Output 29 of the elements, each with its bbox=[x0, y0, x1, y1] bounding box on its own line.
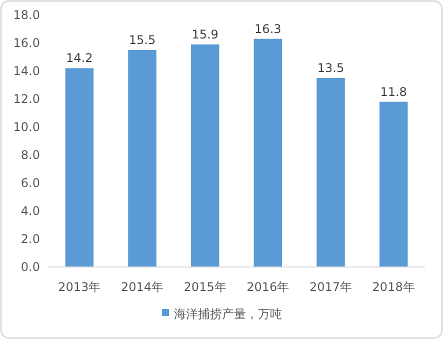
bar bbox=[316, 78, 345, 267]
legend-label: 海洋捕捞产量，万吨 bbox=[174, 307, 282, 321]
x-tick-label: 2016年 bbox=[246, 280, 290, 294]
y-tick-label: 2.0 bbox=[20, 232, 40, 246]
y-tick-label: 14.0 bbox=[13, 64, 40, 78]
data-label: 13.5 bbox=[317, 61, 344, 75]
x-tick-label: 2013年 bbox=[58, 280, 101, 294]
bar bbox=[190, 44, 220, 267]
y-tick-label: 12.0 bbox=[13, 92, 40, 106]
data-label: 11.8 bbox=[380, 84, 407, 99]
y-tick-label: 16.0 bbox=[13, 36, 40, 50]
bar bbox=[254, 38, 282, 267]
bar bbox=[128, 50, 156, 267]
bar bbox=[65, 68, 94, 267]
data-label: 15.5 bbox=[128, 33, 156, 47]
data-label: 16.3 bbox=[254, 22, 282, 36]
y-tick-label: 4.0 bbox=[20, 204, 40, 218]
y-tick-label: 8.0 bbox=[20, 148, 40, 162]
x-tick-label: 2014年 bbox=[120, 280, 164, 294]
x-tick-label: 2017年 bbox=[309, 280, 352, 294]
y-tick-label: 6.0 bbox=[20, 176, 40, 190]
data-label: 14.2 bbox=[66, 51, 93, 66]
y-tick-label: 18.0 bbox=[13, 8, 40, 22]
x-tick-label: 2018年 bbox=[372, 280, 415, 294]
x-tick-label: 2015年 bbox=[184, 280, 226, 294]
y-tick-label: 0.0 bbox=[20, 260, 40, 274]
data-label: 15.9 bbox=[192, 27, 218, 42]
bar bbox=[379, 102, 408, 267]
y-tick-label: 10.0 bbox=[13, 120, 40, 134]
